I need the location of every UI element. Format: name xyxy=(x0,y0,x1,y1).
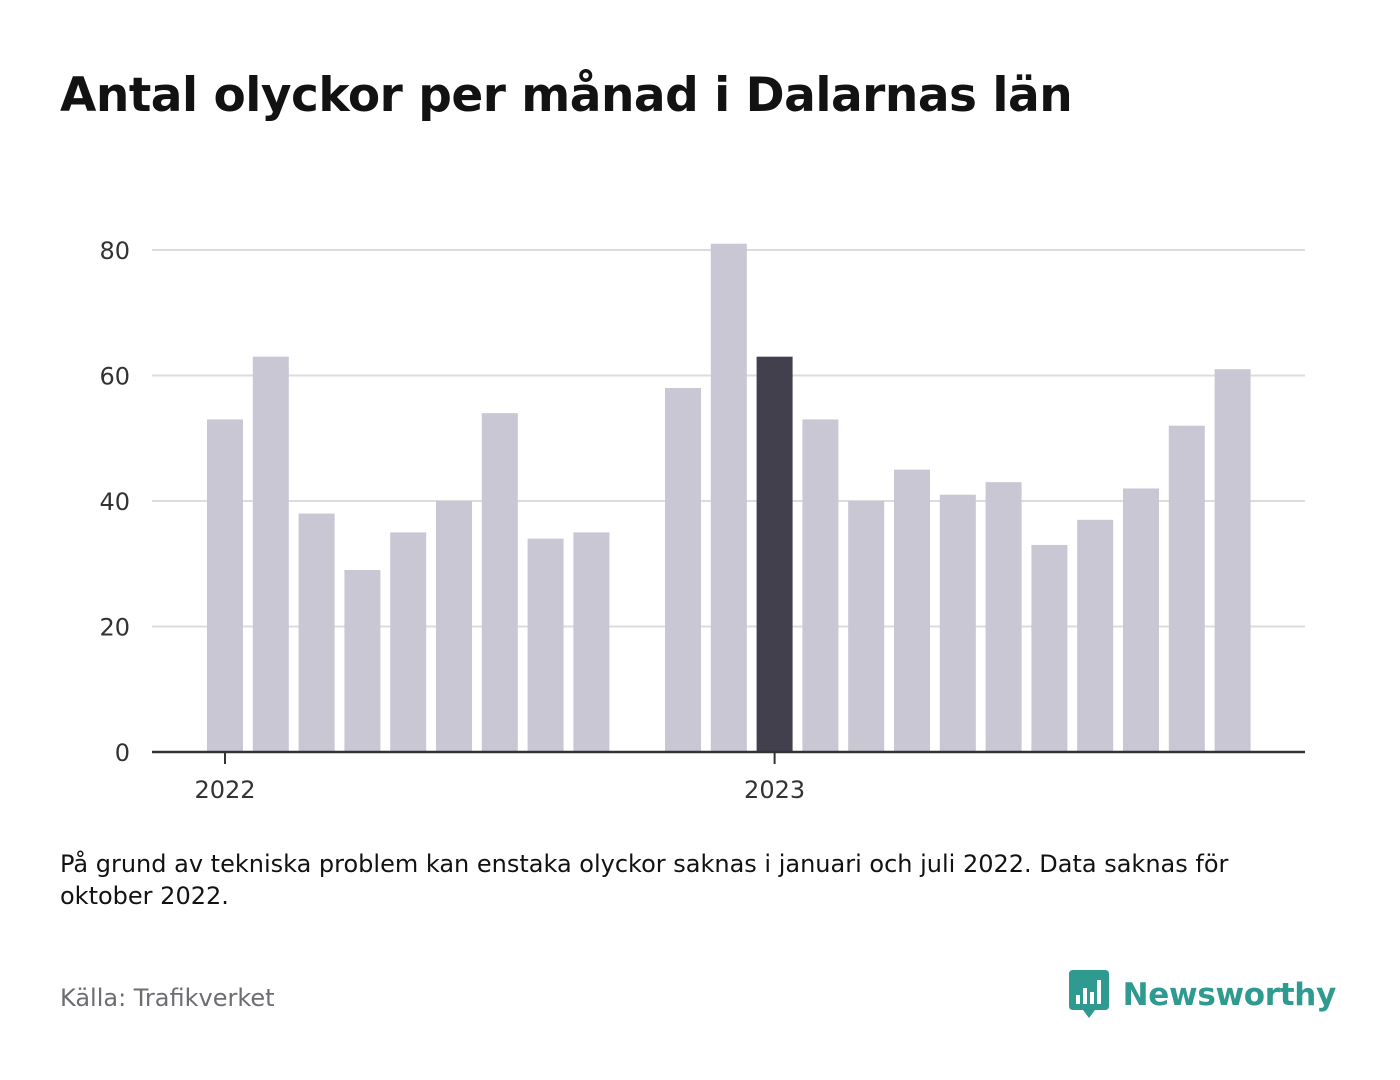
bar-chart: 0 20 40 60 80 2022 2023 xyxy=(99,237,1305,804)
bar-2022-05 xyxy=(390,532,427,752)
bar-2023-11 xyxy=(1214,369,1251,752)
bar-2022-04 xyxy=(344,570,381,752)
y-tick-label: 0 xyxy=(115,739,130,767)
bar-2023-02 xyxy=(802,419,839,752)
newsworthy-logo[interactable]: Newsworthy xyxy=(1068,970,1337,1020)
x-tick-label: 2023 xyxy=(744,776,805,804)
bar-2022-12 xyxy=(710,243,747,752)
chart-title: Antal olyckor per månad i Dalarnas län xyxy=(60,68,1073,123)
bar-2023-05 xyxy=(939,494,976,752)
bar-2022-02 xyxy=(252,356,289,752)
bar-2023-08 xyxy=(1077,519,1114,752)
bar-2023-10 xyxy=(1168,425,1205,752)
bar-2022-08 xyxy=(527,538,564,752)
bar-2023-06 xyxy=(985,482,1022,752)
bar-2022-06 xyxy=(436,501,472,752)
y-tick-label: 60 xyxy=(99,363,130,391)
bar-2023-09 xyxy=(1123,488,1159,752)
chart-note: På grund av tekniska problem kan enstaka… xyxy=(60,850,1229,910)
source-label: Källa: Trafikverket xyxy=(60,984,275,1012)
bar-2022-09 xyxy=(573,532,610,752)
y-tick-label: 80 xyxy=(99,237,130,265)
bar-2023-04 xyxy=(894,469,930,752)
brand-name: Newsworthy xyxy=(1122,977,1337,1013)
y-tick-label: 20 xyxy=(99,614,130,642)
bar-2023-07 xyxy=(1031,544,1068,752)
bar-2022-03 xyxy=(298,513,335,752)
newsworthy-logo-icon xyxy=(1068,970,1109,1018)
x-tick-label: 2022 xyxy=(194,776,255,804)
bar-2023-03 xyxy=(848,501,885,752)
bar-2022-11 xyxy=(665,388,701,752)
bar-2022-07 xyxy=(481,413,518,752)
bar-2022-01 xyxy=(207,419,243,752)
y-tick-label: 40 xyxy=(99,488,130,516)
bar-2023-01 xyxy=(756,356,793,752)
